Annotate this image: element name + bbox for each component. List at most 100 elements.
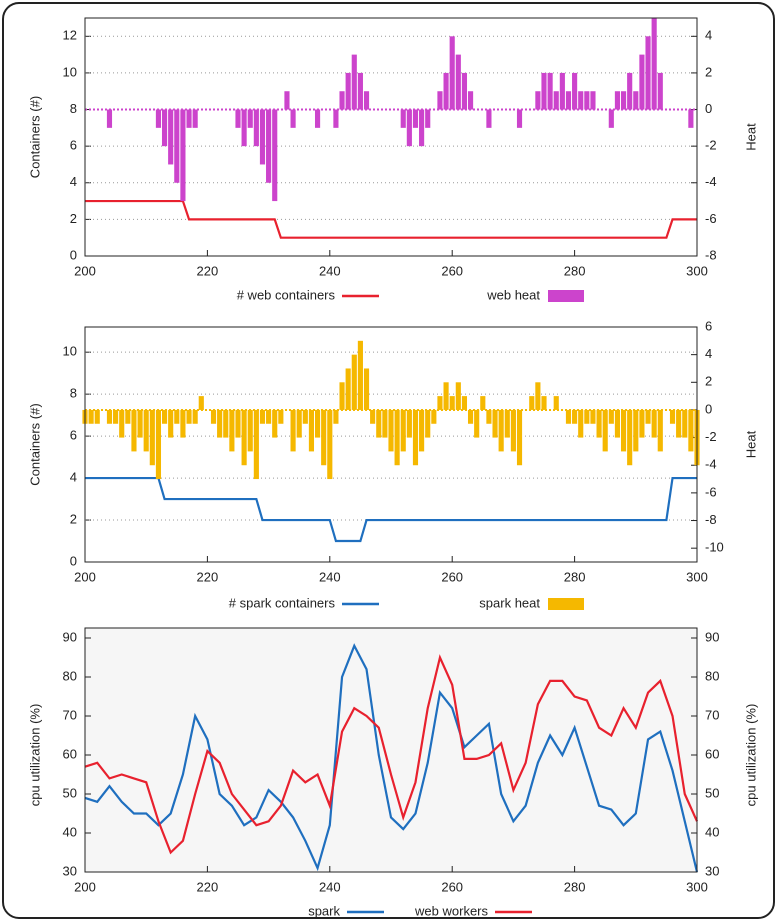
heat-bar: [590, 409, 596, 424]
heat-bar: [131, 409, 137, 452]
y-tick-label: 4: [70, 470, 77, 485]
heat-bar: [578, 91, 584, 110]
heat-bar: [113, 409, 119, 424]
heat-bar: [572, 409, 578, 424]
heat-bar: [443, 382, 449, 410]
y2-tick-label: -6: [705, 211, 717, 226]
heat-bar: [639, 54, 645, 110]
heat-bar: [419, 409, 425, 452]
heat-bar: [284, 91, 290, 110]
heat-bar: [266, 109, 272, 183]
heat-bar: [627, 409, 633, 466]
heat-bar: [198, 396, 204, 410]
heat-bar: [186, 109, 192, 128]
heat-bar: [474, 409, 480, 438]
y2-tick-label: 2: [705, 374, 712, 389]
x-tick-label: 220: [197, 879, 219, 894]
heat-bar: [223, 409, 229, 438]
heat-bar: [345, 368, 351, 410]
heat-bar: [431, 409, 437, 424]
y-tick-label: 80: [63, 668, 77, 683]
heat-bar: [541, 72, 547, 110]
heat-bar: [535, 91, 541, 110]
heat-bar: [370, 409, 376, 424]
heat-bar: [88, 409, 94, 424]
heat-bar: [584, 91, 590, 110]
x-tick-label: 260: [441, 879, 463, 894]
heat-bar: [266, 409, 272, 424]
heat-bar: [584, 409, 590, 424]
heat-bar: [559, 72, 565, 110]
y-tick-label: 40: [63, 824, 77, 839]
heat-bar: [449, 396, 455, 410]
heat-bar: [455, 54, 461, 110]
x-tick-label: 280: [564, 263, 586, 278]
y-tick-label: 6: [70, 428, 77, 443]
y-tick-label: 30: [63, 863, 77, 878]
heat-bar: [137, 409, 143, 438]
y2-axis-label: Heat: [743, 430, 758, 458]
heat-bar: [510, 409, 516, 452]
y2-axis-label: Heat: [743, 123, 758, 151]
heat-bar: [419, 109, 425, 147]
y2-tick-label: 6: [705, 318, 712, 333]
heat-bar: [143, 409, 149, 452]
legend-label: web workers: [414, 903, 488, 918]
y-tick-label: 70: [63, 707, 77, 722]
heat-bar: [406, 409, 412, 438]
y2-tick-label: 50: [705, 785, 719, 800]
heat-bar: [682, 409, 688, 438]
heat-bar: [321, 409, 327, 466]
heat-bar: [614, 409, 621, 438]
y2-tick-label: -4: [705, 457, 717, 472]
x-tick-label: 220: [197, 569, 219, 584]
heat-bar: [168, 109, 174, 165]
heat-bar: [467, 409, 474, 424]
heat-bar: [553, 91, 559, 110]
x-tick-label: 280: [564, 569, 586, 584]
heat-bar: [394, 409, 400, 466]
y2-tick-label: -6: [705, 484, 717, 499]
x-tick-label: 240: [319, 879, 341, 894]
y2-tick-label: -2: [705, 138, 717, 153]
heat-bar: [388, 409, 394, 452]
y2-tick-label: 80: [705, 668, 719, 683]
heat-bar: [565, 409, 572, 424]
heat-bar: [529, 396, 535, 410]
y-tick-label: 10: [63, 64, 77, 79]
series-line: [85, 476, 697, 543]
y2-tick-label: 2: [705, 64, 712, 79]
legend-label: spark heat: [479, 595, 540, 610]
heat-bar: [498, 409, 504, 452]
heat-bar: [161, 109, 168, 147]
heat-bar: [314, 409, 321, 438]
heat-bar: [210, 409, 217, 424]
heat-bar: [161, 409, 168, 424]
heat-bar: [229, 409, 235, 452]
y-tick-label: 10: [63, 344, 77, 359]
y-tick-label: 0: [70, 553, 77, 568]
heat-bar: [565, 91, 572, 110]
heat-bar: [461, 72, 468, 110]
heat-bar: [406, 109, 412, 147]
y2-tick-label: 4: [705, 28, 712, 43]
heat-bar: [363, 368, 370, 410]
heat-bar: [149, 409, 155, 466]
plot-frame: [84, 17, 698, 257]
y-axis-label: Containers (#): [27, 403, 42, 485]
heat-bar: [486, 109, 492, 128]
x-tick-label: 200: [74, 263, 96, 278]
heat-bar: [125, 409, 131, 424]
x-tick-label: 300: [686, 879, 708, 894]
heat-bar: [106, 409, 113, 424]
y-tick-label: 90: [63, 629, 77, 644]
heat-bar: [516, 109, 523, 128]
y-tick-label: 8: [70, 386, 77, 401]
x-tick-label: 260: [441, 569, 463, 584]
x-tick-label: 200: [74, 879, 96, 894]
heat-bar: [351, 54, 357, 110]
heat-bar: [339, 91, 345, 110]
heat-bar: [412, 109, 419, 128]
y2-tick-label: 60: [705, 746, 719, 761]
